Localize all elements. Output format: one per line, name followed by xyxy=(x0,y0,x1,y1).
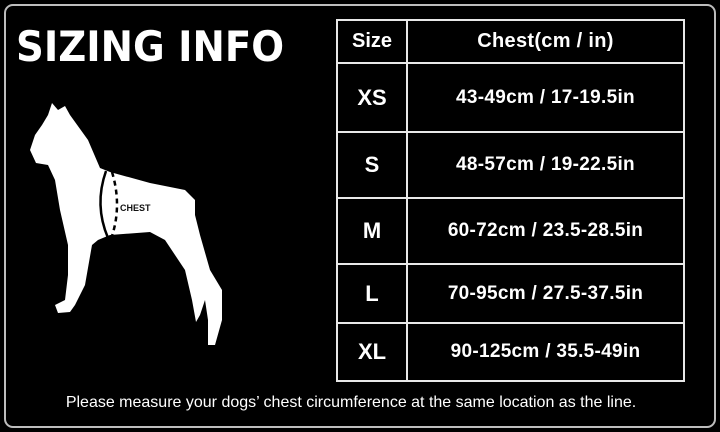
chest-cell: 70-95cm / 27.5-37.5in xyxy=(406,263,685,324)
chest-line-solid xyxy=(99,170,110,239)
size-cell: XL xyxy=(336,322,408,382)
measurement-note: Please measure your dogs’ chest circumfe… xyxy=(65,394,637,411)
table-row: L 70-95cm / 27.5-37.5in xyxy=(336,263,685,324)
size-chart-table: Size Chest(cm / in) XS 43-49cm / 17-19.5… xyxy=(336,19,685,382)
table-row: XS 43-49cm / 17-19.5in xyxy=(336,62,685,133)
dog-silhouette xyxy=(30,103,222,345)
header-size: Size xyxy=(336,19,408,64)
chest-cell: 48-57cm / 19-22.5in xyxy=(406,131,685,199)
chest-label: CHEST xyxy=(120,203,151,213)
table-header-row: Size Chest(cm / in) xyxy=(336,19,685,64)
size-cell: XS xyxy=(336,62,408,133)
table-row: M 60-72cm / 23.5-28.5in xyxy=(336,197,685,265)
page-title: SIZING INFO xyxy=(16,22,285,71)
header-chest: Chest(cm / in) xyxy=(406,19,685,64)
table-row: S 48-57cm / 19-22.5in xyxy=(336,131,685,199)
outer-frame xyxy=(4,4,716,428)
size-cell: M xyxy=(336,197,408,265)
chest-cell: 90-125cm / 35.5-49in xyxy=(406,322,685,382)
chest-cell: 60-72cm / 23.5-28.5in xyxy=(406,197,685,265)
table-row: XL 90-125cm / 35.5-49in xyxy=(336,322,685,382)
chest-cell: 43-49cm / 17-19.5in xyxy=(406,62,685,133)
dog-silhouette-illustration: CHEST xyxy=(30,103,222,345)
size-cell: L xyxy=(336,263,408,324)
size-cell: S xyxy=(336,131,408,199)
